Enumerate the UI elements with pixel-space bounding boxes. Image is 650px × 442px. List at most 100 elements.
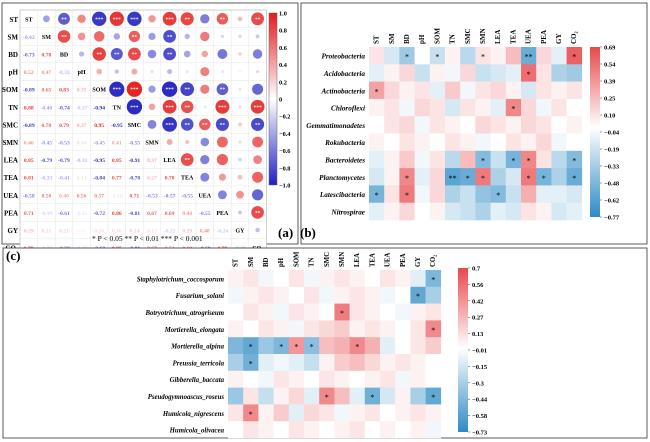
heat-cell [380, 303, 396, 321]
correlation-circle [238, 157, 242, 162]
coefficient-label: -0.22 [164, 229, 176, 235]
correlation-circle [77, 32, 86, 41]
coefficient-label: 0.71 [24, 211, 34, 217]
colorbar-tick: 0.2 [279, 79, 287, 86]
heat-cell [399, 98, 415, 117]
column-label: TEA [369, 253, 376, 267]
heat-cell [349, 320, 366, 338]
heat-cell [228, 320, 244, 338]
heat-cell [369, 168, 385, 186]
correlation-circle [199, 118, 211, 131]
correlation-circle [162, 11, 177, 26]
row-label: Acidobacteria [323, 70, 366, 78]
coefficient-label: 0.58 [42, 193, 52, 199]
coefficient-label: 0.44 [182, 211, 192, 217]
correlation-circle [110, 48, 123, 60]
heat-cell [566, 47, 583, 65]
heat-cell [536, 98, 552, 117]
heat-cell [399, 133, 415, 152]
significance-mark: ** [61, 34, 67, 40]
coefficient-label: 0.86 [112, 211, 122, 217]
column-label: SM [248, 256, 255, 267]
heat-cell [228, 404, 244, 422]
correlation-circle [42, 15, 50, 23]
correlation-circle [220, 34, 224, 38]
heat-cell [429, 185, 446, 203]
heat-cell [228, 303, 244, 321]
heat-cell [425, 320, 442, 338]
heat-cell [334, 354, 350, 372]
heat-cell [505, 64, 522, 82]
correlation-circle [126, 81, 143, 97]
heat-cell [395, 303, 411, 321]
heat-cell [380, 320, 396, 338]
coefficient-label: 0.65 [42, 88, 52, 94]
correlation-circle [185, 139, 190, 145]
heat-cell [521, 133, 537, 152]
heat-cell [460, 64, 476, 82]
heat-cell [228, 286, 244, 304]
heat-cell [380, 421, 396, 439]
correlation-circle [238, 105, 242, 109]
significance-mark: ** [255, 210, 261, 216]
coefficient-label: 0.46 [24, 141, 34, 147]
row-label: LEA [4, 157, 18, 165]
coefficient-label: -0.79 [58, 158, 70, 164]
heat-cell [334, 270, 350, 288]
heat-cell [364, 286, 381, 304]
coefficient-label: -0.53 [58, 141, 70, 147]
coefficient-label: -0.55 [199, 211, 211, 217]
colorbar-tick: −0.15 [472, 364, 488, 371]
significance-mark: *** [253, 105, 262, 111]
significance-mark: * [466, 174, 470, 183]
correlation-circle [77, 14, 86, 24]
significance-mark: * [527, 174, 531, 183]
column-label: TN [309, 257, 316, 267]
heat-cell [395, 286, 411, 304]
correlation-circle [251, 117, 265, 131]
row-label: ST [9, 16, 18, 24]
heat-cell [399, 168, 415, 186]
diagonal-label: UEA [198, 193, 211, 199]
heat-cell [380, 354, 396, 372]
heat-cell [380, 270, 396, 288]
correlation-circle [238, 122, 242, 127]
heat-cell [349, 354, 366, 372]
heat-cell [490, 150, 507, 169]
heat-cell [384, 64, 400, 82]
diagonal-label: BD [60, 53, 69, 59]
significance-mark: *** [130, 87, 139, 93]
heat-cell [536, 116, 552, 134]
heat-cell [319, 320, 335, 338]
coefficient-label: 0.16 [77, 141, 87, 147]
column-label: CO₂ [570, 31, 578, 44]
row-label: Gibberella_baccata [170, 377, 225, 384]
heat-cell [490, 98, 507, 117]
diagonal-label: pH [78, 70, 86, 76]
panel-c-fungi-heatmap: * Staphylotrichum_coccosporum * Fusarium_so… [2, 247, 648, 439]
row-label: Latescibacteria [319, 191, 366, 199]
colorbar-tick: −0.3 [472, 380, 485, 387]
heat-cell [273, 387, 290, 405]
significance-mark: * [572, 156, 576, 165]
heat-cell [273, 421, 290, 439]
coefficient-label: 0.69 [165, 211, 175, 217]
panel-a-correlogram: STST********************STSM-0.42SM*****… [1, 2, 299, 275]
correlation-circle [163, 47, 176, 61]
heat-cell [228, 421, 244, 439]
correlation-circle [216, 136, 228, 148]
heat-cell [475, 47, 491, 65]
column-label: TEA [509, 30, 517, 44]
heat-cell [414, 168, 431, 186]
heat-cell [399, 81, 415, 100]
significance-mark: * [511, 105, 515, 114]
heat-cell [551, 168, 567, 186]
row-label: Bacteroidetes [324, 156, 365, 164]
coefficient-label: -0.94 [93, 105, 105, 111]
significance-mark: *** [165, 122, 174, 128]
heat-cell [369, 64, 385, 82]
heat-cell [364, 404, 381, 422]
diagonal-label: TN [113, 105, 122, 111]
significance-mark: ** [202, 122, 208, 128]
correlation-circle [252, 49, 263, 59]
